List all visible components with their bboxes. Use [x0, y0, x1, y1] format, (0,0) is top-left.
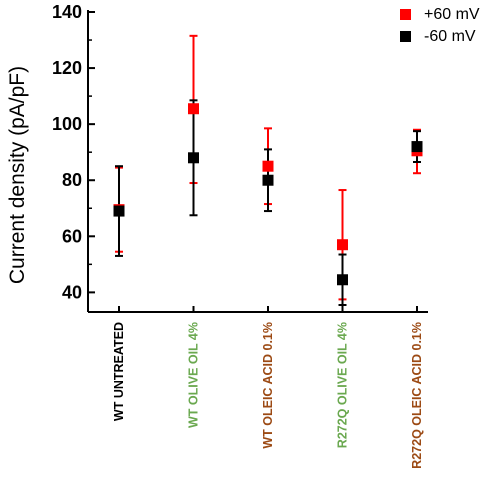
marker-pos60: [188, 103, 199, 115]
category-labels: WT UNTREATED WT OLIVE OIL 4% WT OLEIC ACID…: [112, 322, 424, 469]
category-label: R272Q OLIVE OIL 4%: [336, 322, 350, 448]
marker-pos60: [337, 239, 348, 251]
axes: 40 60 80 100 120 140: [52, 2, 428, 313]
marker-neg60: [411, 141, 423, 153]
y-tick-label: 60: [62, 226, 82, 246]
y-tick-label: 140: [52, 2, 82, 22]
legend-marker-neg60: [400, 31, 411, 42]
marker-neg60: [337, 274, 348, 286]
category-label: WT OLIVE OIL 4%: [187, 322, 201, 428]
legend-label-neg60: -60 mV: [424, 28, 476, 45]
y-axis-title: Current density (pA/pF): [6, 66, 29, 284]
category-label: WT OLEIC ACID 0.1%: [261, 322, 275, 449]
marker-neg60: [262, 174, 274, 186]
category-label: R272Q OLEIC ACID 0.1%: [410, 322, 424, 469]
y-tick-label: 120: [52, 58, 82, 78]
category-label: WT UNTREATED: [112, 322, 126, 421]
y-tick-label: 100: [52, 114, 82, 134]
marker-pos60: [262, 160, 274, 172]
legend: +60 mV -60 mV: [400, 6, 480, 45]
marker-neg60: [188, 152, 199, 164]
markers: [113, 103, 423, 286]
y-tick-label: 40: [62, 282, 82, 302]
legend-label-pos60: +60 mV: [424, 6, 480, 23]
legend-marker-pos60: [400, 9, 411, 20]
marker-neg60: [113, 205, 125, 217]
y-tick-label: 80: [62, 170, 82, 190]
